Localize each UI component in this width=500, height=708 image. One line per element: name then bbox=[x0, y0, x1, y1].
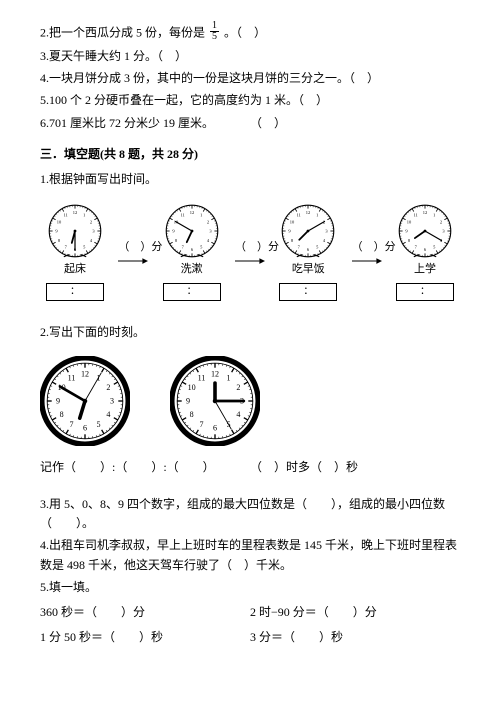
question-5: 5.100 个 2 分硬币叠在一起，它的高度约为 1 米。（ ） bbox=[40, 91, 460, 110]
s3-question-5: 5.填一填。 bbox=[40, 578, 460, 597]
denominator: 5 bbox=[210, 32, 219, 42]
svg-text:2: 2 bbox=[90, 220, 92, 225]
clock-label-1: 洗漱 bbox=[181, 261, 203, 279]
svg-text:12: 12 bbox=[306, 210, 310, 215]
conv-b: 2 时−90 分＝（ ）分 bbox=[250, 603, 460, 622]
question-6: 6.701 厘米比 72 分米少 19 厘米。 （ ） bbox=[40, 114, 460, 133]
svg-text:6: 6 bbox=[213, 424, 217, 433]
large-clocks-row: 121234567891011 121234567891011 bbox=[40, 356, 460, 446]
svg-text:1: 1 bbox=[200, 213, 202, 218]
answer-box-1: ： bbox=[163, 283, 221, 301]
question-2: 2.把一个西瓜分成 5 份，每份是 1 5 。（ ） bbox=[40, 23, 460, 44]
svg-text:12: 12 bbox=[81, 370, 89, 379]
s3-question-1: 1.根据钟面写出时间。 bbox=[40, 170, 460, 189]
svg-text:11: 11 bbox=[297, 213, 301, 218]
clock-unit-3: 121234567891011 上学 ： bbox=[390, 203, 460, 301]
conversion-row-1: 360 秒＝（ ）分 2 时−90 分＝（ ）分 bbox=[40, 603, 460, 622]
svg-text:8: 8 bbox=[190, 410, 194, 419]
svg-text:1: 1 bbox=[83, 213, 85, 218]
svg-text:2: 2 bbox=[440, 220, 442, 225]
record-row: 记作（ ）:（ ）:（ ） （ ）时多（ ）秒 bbox=[40, 458, 460, 477]
svg-text:2: 2 bbox=[207, 220, 209, 225]
svg-text:11: 11 bbox=[180, 213, 184, 218]
gap-label-2: （ ）分 bbox=[352, 239, 382, 257]
svg-text:4: 4 bbox=[106, 410, 110, 419]
svg-text:7: 7 bbox=[199, 420, 203, 429]
clock-unit-1: 121234567891011 洗漱 ： bbox=[157, 203, 227, 301]
svg-text:10: 10 bbox=[188, 383, 196, 392]
svg-text:12: 12 bbox=[189, 210, 193, 215]
answer-box-3: ： bbox=[396, 283, 454, 301]
svg-text:9: 9 bbox=[186, 397, 190, 406]
answer-box-0: ： bbox=[46, 283, 104, 301]
fraction-1-5: 1 5 bbox=[210, 21, 219, 42]
svg-text:10: 10 bbox=[290, 220, 295, 225]
svg-text:10: 10 bbox=[407, 220, 412, 225]
conv-d: 3 分＝（ ）秒 bbox=[250, 628, 460, 647]
svg-text:10: 10 bbox=[57, 220, 62, 225]
clock-label-0: 起床 bbox=[64, 261, 86, 279]
clock-label-2: 吃早饭 bbox=[292, 261, 325, 279]
clock-large-left: 121234567891011 bbox=[40, 356, 130, 446]
svg-text:3: 3 bbox=[110, 397, 114, 406]
svg-text:11: 11 bbox=[198, 373, 206, 382]
clock-face-0: 121234567891011 bbox=[47, 203, 103, 259]
svg-text:6: 6 bbox=[83, 424, 87, 433]
conversion-row-2: 1 分 50 秒＝（ ）秒 3 分＝（ ）秒 bbox=[40, 628, 460, 647]
s3-question-3: 3.用 5、0、8、9 四个数字，组成的最大四位数是（ ），组成的最小四位数（ … bbox=[40, 495, 460, 533]
clock-face-1: 121234567891011 bbox=[164, 203, 220, 259]
clocks-row-1: 121234567891011 起床 ： （ ）分 12123456789101… bbox=[40, 203, 460, 301]
answer-box-2: ： bbox=[279, 283, 337, 301]
svg-text:5: 5 bbox=[96, 420, 100, 429]
svg-text:7: 7 bbox=[69, 420, 73, 429]
gap-label-1: （ ）分 bbox=[235, 239, 265, 257]
q2-suffix: 。（ ） bbox=[224, 25, 266, 39]
svg-text:11: 11 bbox=[68, 373, 76, 382]
svg-text:1: 1 bbox=[433, 213, 435, 218]
gap-label-0: （ ）分 bbox=[118, 239, 148, 257]
svg-text:9: 9 bbox=[56, 397, 60, 406]
arrow-icon bbox=[118, 257, 148, 265]
clock-unit-0: 121234567891011 起床 ： bbox=[40, 203, 110, 301]
s3-question-4: 4.出租车司机李叔叔，早上上班时车的里程表数是 145 千米，晚上下班时里程表数… bbox=[40, 536, 460, 574]
clock-large-right: 121234567891011 bbox=[170, 356, 260, 446]
svg-text:12: 12 bbox=[423, 210, 427, 215]
svg-text:11: 11 bbox=[64, 213, 68, 218]
question-4: 4.一块月饼分成 3 份，其中的一份是这块月饼的三分之一。（ ） bbox=[40, 69, 460, 88]
svg-text:1: 1 bbox=[226, 373, 230, 382]
clock-label-3: 上学 bbox=[414, 261, 436, 279]
svg-text:8: 8 bbox=[60, 410, 64, 419]
svg-text:11: 11 bbox=[414, 213, 418, 218]
arrow-icon bbox=[235, 257, 265, 265]
svg-text:2: 2 bbox=[106, 383, 110, 392]
record-left: 记作（ ）:（ ）:（ ） bbox=[40, 458, 250, 477]
clock-face-2: 121234567891011 bbox=[280, 203, 336, 259]
s3-question-2: 2.写出下面的时刻。 bbox=[40, 323, 460, 342]
arrow-icon bbox=[352, 257, 382, 265]
q2-prefix: 2.把一个西瓜分成 5 份，每份是 bbox=[40, 25, 205, 39]
clock-face-3: 121234567891011 bbox=[397, 203, 453, 259]
conv-a: 360 秒＝（ ）分 bbox=[40, 603, 250, 622]
svg-text:4: 4 bbox=[236, 410, 240, 419]
record-right: （ ）时多（ ）秒 bbox=[250, 458, 460, 477]
question-3: 3.夏天午睡大约 1 分。（ ） bbox=[40, 47, 460, 66]
svg-text:1: 1 bbox=[316, 213, 318, 218]
svg-text:12: 12 bbox=[211, 370, 219, 379]
section-3-title: 三．填空题(共 8 题，共 28 分) bbox=[40, 145, 460, 164]
svg-text:12: 12 bbox=[73, 210, 77, 215]
conv-c: 1 分 50 秒＝（ ）秒 bbox=[40, 628, 250, 647]
clock-unit-2: 121234567891011 吃早饭 ： bbox=[273, 203, 343, 301]
svg-text:2: 2 bbox=[236, 383, 240, 392]
